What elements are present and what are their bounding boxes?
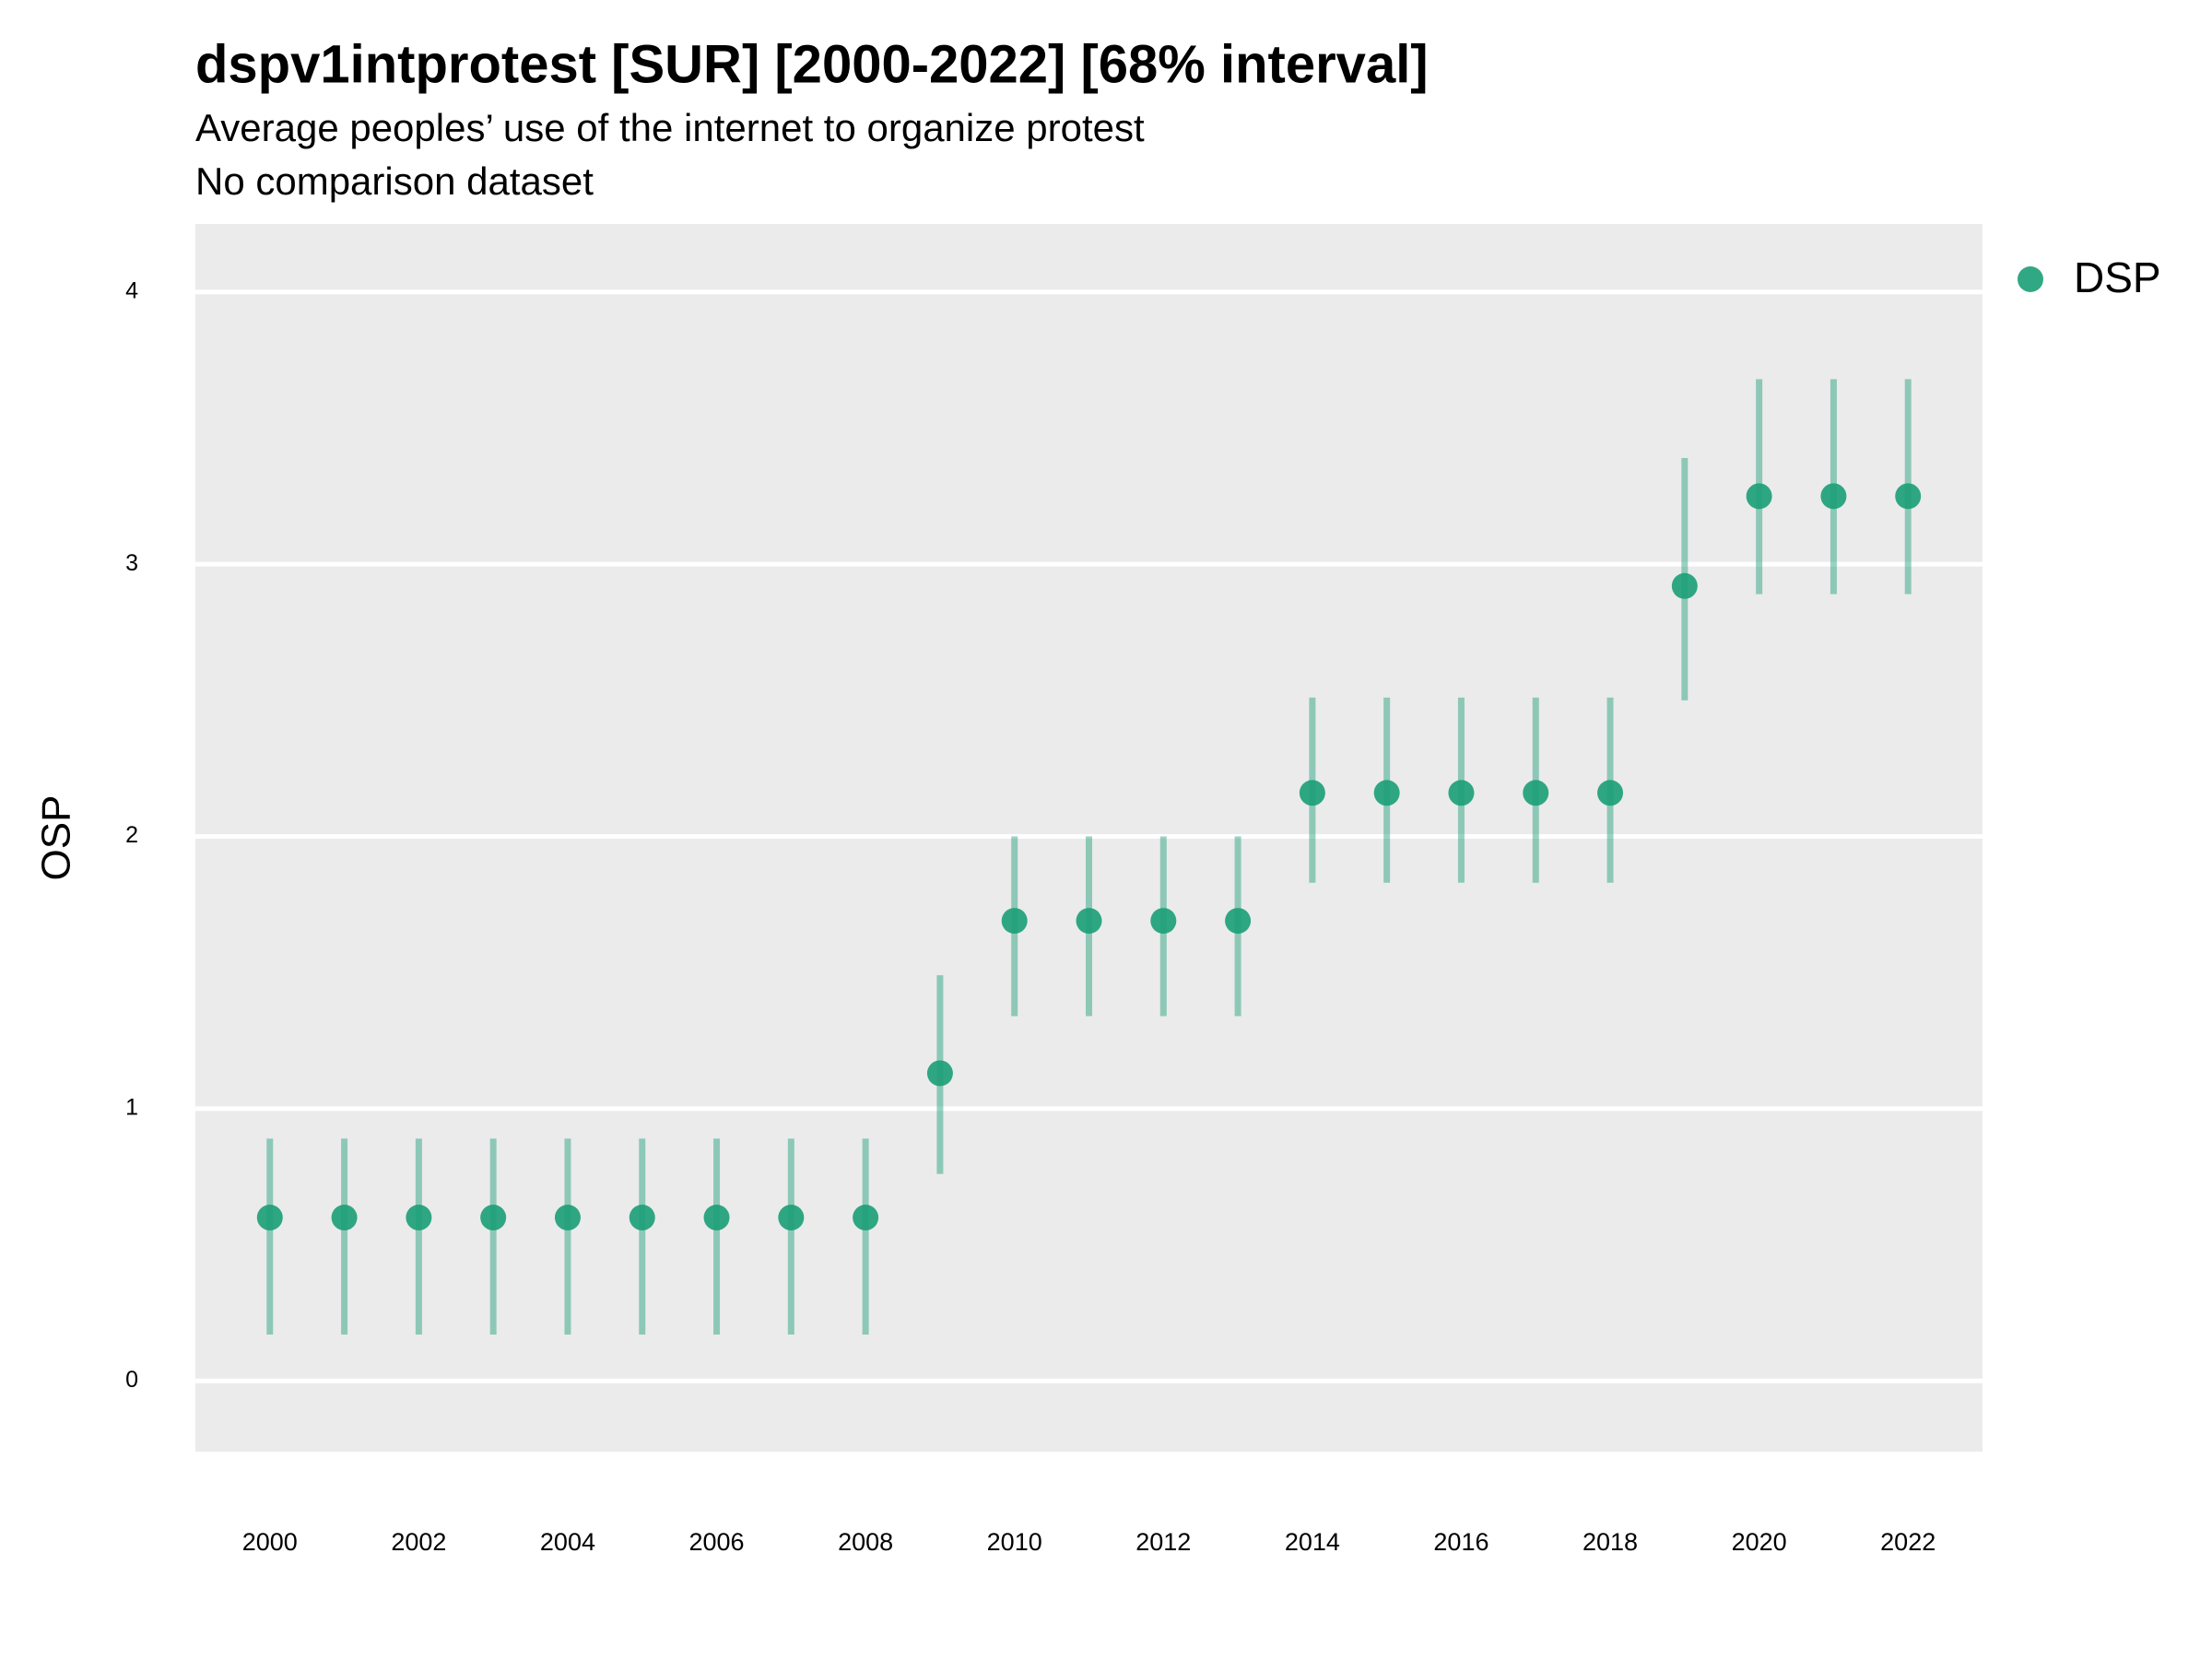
point [1373,780,1400,806]
point [853,1205,879,1231]
point [1671,572,1698,599]
point [406,1205,432,1231]
x-tick-label: 2000 [242,1528,298,1556]
point [1001,908,1028,935]
x-tick-label: 2014 [1285,1528,1340,1556]
y-axis-label: OSP [34,795,79,881]
x-tick-label: 2022 [1880,1528,1936,1556]
x-tick-label: 2008 [838,1528,893,1556]
point [778,1205,805,1231]
point [1150,908,1177,935]
point [1076,908,1102,935]
point [331,1205,358,1231]
point [480,1205,507,1231]
point [554,1205,581,1231]
point [1746,483,1772,510]
point [256,1205,283,1231]
chart-subtitle: No comparison dataset [195,159,594,203]
point [1523,780,1549,806]
point [1448,780,1475,806]
x-tick-label: 2002 [391,1528,446,1556]
chart-subtitle: Average peoples’ use of the internet to … [195,106,1145,149]
x-tick-label: 2006 [689,1528,745,1556]
y-tick-label: 2 [125,822,138,848]
x-tick-label: 2016 [1433,1528,1488,1556]
x-tick-label: 2004 [540,1528,595,1556]
y-tick-label: 3 [125,550,138,576]
legend-marker [2018,266,2043,292]
point [1225,908,1252,935]
point [629,1205,655,1231]
point [926,1060,953,1087]
y-tick-label: 4 [125,277,138,303]
legend-label: DSP [2074,253,2161,301]
point [703,1205,730,1231]
point [1895,483,1922,510]
point [1299,780,1325,806]
y-tick-label: 0 [125,1367,138,1393]
x-tick-label: 2010 [987,1528,1042,1556]
x-tick-label: 2020 [1732,1528,1787,1556]
point [1597,780,1624,806]
chart-title: dspv1intprotest [SUR] [2000-2022] [68% i… [195,34,1429,94]
x-tick-label: 2018 [1583,1528,1638,1556]
point [1820,483,1847,510]
x-tick-label: 2012 [1135,1528,1191,1556]
y-tick-label: 1 [125,1094,138,1120]
